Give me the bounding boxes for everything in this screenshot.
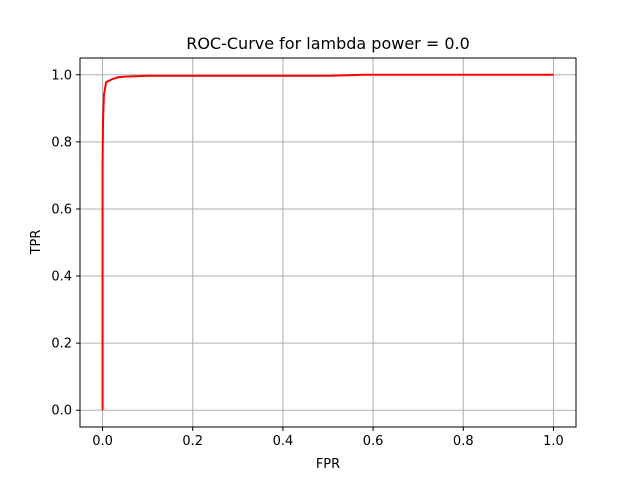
y-tick-label: 0.8	[51, 135, 72, 150]
y-tick: 0.6	[51, 202, 80, 217]
y-tick-label: 0.2	[51, 337, 72, 352]
x-axis: 0.0 0.2 0.4 0.6 0.8 1.0	[92, 427, 564, 449]
chart-title: ROC-Curve for lambda power = 0.0	[186, 34, 470, 53]
x-tick: 0.6	[363, 427, 384, 449]
y-axis-title: TPR	[29, 230, 44, 256]
plot-frame	[79, 57, 577, 428]
x-tick-label: 0.0	[92, 434, 113, 449]
x-tick: 0.2	[182, 427, 203, 449]
roc-curve-line	[101, 73, 554, 411]
y-axis: 0.0 0.2 0.4 0.6 0.8 1.0	[51, 68, 80, 419]
y-tick-label: 0.4	[51, 270, 72, 285]
y-tick-label: 1.0	[51, 68, 72, 83]
x-tick: 1.0	[543, 427, 564, 449]
y-tick: 0.8	[51, 135, 80, 150]
x-tick-label: 1.0	[543, 434, 564, 449]
y-tick: 0.0	[51, 404, 80, 419]
y-tick-label: 0.0	[51, 404, 72, 419]
x-tick-label: 0.6	[363, 434, 384, 449]
y-tick: 0.4	[51, 270, 80, 285]
x-tick-label: 0.4	[273, 434, 294, 449]
x-tick-label: 0.8	[453, 434, 474, 449]
y-tick-label: 0.6	[51, 202, 72, 217]
y-tick: 0.2	[51, 337, 80, 352]
y-tick: 1.0	[51, 68, 80, 83]
x-tick: 0.8	[453, 427, 474, 449]
x-tick: 0.4	[273, 427, 294, 449]
grid-lines	[80, 58, 576, 427]
x-axis-title: FPR	[316, 457, 340, 472]
x-tick: 0.0	[92, 427, 113, 449]
x-tick-label: 0.2	[182, 434, 203, 449]
